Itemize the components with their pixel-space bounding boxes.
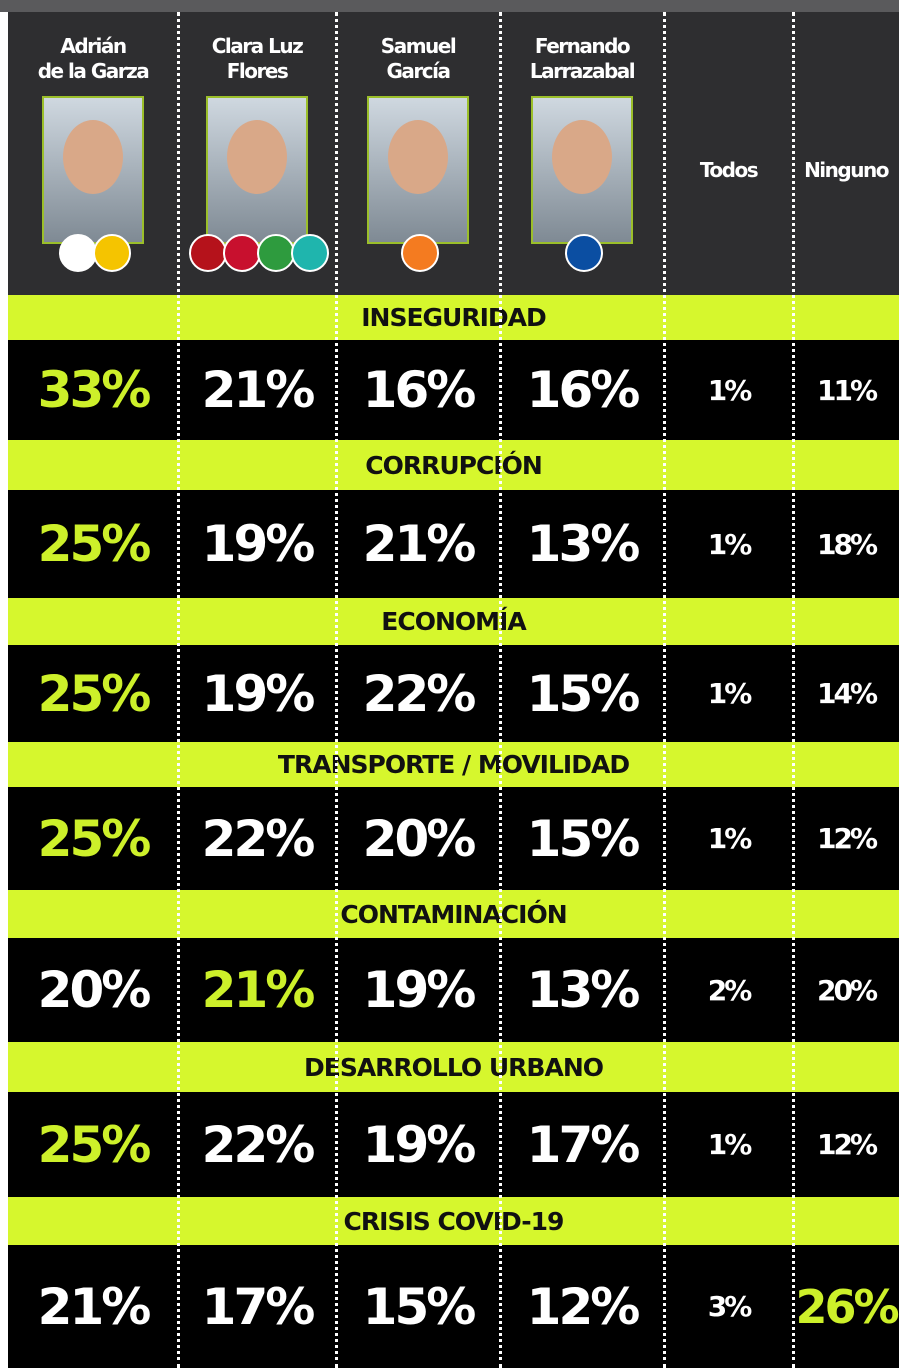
party-logo xyxy=(401,234,439,272)
percentage: 20% xyxy=(816,973,878,1007)
column-name: Ninguno xyxy=(804,158,889,182)
percentage: 26% xyxy=(795,1279,899,1334)
party-logo xyxy=(291,234,329,272)
section-title: DESARROLLO URBANO xyxy=(8,1042,899,1092)
section-row xyxy=(8,645,899,742)
face xyxy=(227,120,287,194)
percentage: 25% xyxy=(37,1115,152,1174)
percentage: 20% xyxy=(37,961,152,1019)
percentage: 20% xyxy=(362,809,477,868)
percentage: 12% xyxy=(816,822,878,855)
column-name: García xyxy=(386,59,451,83)
top-strip xyxy=(0,0,899,12)
percentage: 19% xyxy=(362,1115,477,1174)
column-name: Clara Luz xyxy=(211,34,304,58)
section-title: CONTAMINACIÓN xyxy=(8,890,899,938)
percentage: 1% xyxy=(707,373,753,407)
percentage: 12% xyxy=(816,1128,878,1161)
party-logo xyxy=(257,234,295,272)
section-title: INSEGURIDAD xyxy=(8,295,899,340)
party-logo xyxy=(59,234,97,272)
face xyxy=(63,120,123,194)
percentage: 25% xyxy=(37,515,152,573)
section-title: CRISIS COVID-19 xyxy=(8,1197,899,1245)
party-logo xyxy=(189,234,227,272)
face xyxy=(552,120,612,194)
percentage: 18% xyxy=(816,527,878,561)
percentage: 21% xyxy=(362,515,477,573)
column-name: de la Garza xyxy=(37,59,150,83)
percentage: 16% xyxy=(362,361,477,419)
column-divider xyxy=(335,12,338,1368)
section-row xyxy=(8,1245,899,1368)
party-logo xyxy=(565,234,603,272)
percentage: 1% xyxy=(707,1128,753,1161)
column-divider xyxy=(177,12,180,1368)
column-divider xyxy=(792,12,795,1368)
percentage: 1% xyxy=(707,527,753,561)
section-row xyxy=(8,787,899,890)
percentage: 13% xyxy=(526,515,641,573)
percentage: 25% xyxy=(37,664,152,723)
percentage: 19% xyxy=(201,515,316,573)
percentage: 13% xyxy=(526,961,641,1019)
percentage: 25% xyxy=(37,809,152,868)
percentage: 19% xyxy=(201,664,316,723)
section-title: CORRUPCIÓN xyxy=(8,440,899,490)
column-name: Larrazabal xyxy=(529,59,636,83)
percentage: 15% xyxy=(526,664,641,723)
party-logo xyxy=(93,234,131,272)
percentage: 15% xyxy=(526,809,641,868)
party-logo xyxy=(223,234,261,272)
percentage: 22% xyxy=(201,1115,316,1174)
percentage: 12% xyxy=(526,1277,641,1336)
section-row xyxy=(8,1092,899,1197)
percentage: 33% xyxy=(37,361,152,419)
percentage: 2% xyxy=(707,973,753,1007)
percentage: 21% xyxy=(201,361,316,419)
column-name: Flores xyxy=(226,59,289,83)
percentage: 1% xyxy=(707,822,753,855)
percentage: 22% xyxy=(362,664,477,723)
column-name: Adrián xyxy=(60,34,127,58)
percentage: 17% xyxy=(526,1115,641,1174)
percentage: 19% xyxy=(362,961,477,1019)
percentage: 11% xyxy=(816,373,878,407)
column-name: Fernando xyxy=(534,34,631,58)
percentage: 22% xyxy=(201,809,316,868)
column-divider xyxy=(499,12,502,1368)
section-title: TRANSPORTE / MOVILIDAD xyxy=(8,742,899,787)
percentage: 15% xyxy=(362,1277,477,1336)
column-divider xyxy=(663,12,666,1368)
percentage: 1% xyxy=(707,677,753,710)
face xyxy=(388,120,448,194)
percentage: 3% xyxy=(707,1290,753,1323)
section-row xyxy=(8,490,899,598)
section-row xyxy=(8,340,899,440)
column-name: Todos xyxy=(699,158,759,182)
percentage: 14% xyxy=(816,677,878,710)
section-row xyxy=(8,938,899,1042)
section-title: ECONOMÍA xyxy=(8,598,899,645)
percentage: 16% xyxy=(526,361,641,419)
column-name: Samuel xyxy=(380,34,457,58)
percentage: 21% xyxy=(37,1277,152,1336)
percentage: 17% xyxy=(201,1277,316,1336)
percentage: 21% xyxy=(201,961,316,1019)
